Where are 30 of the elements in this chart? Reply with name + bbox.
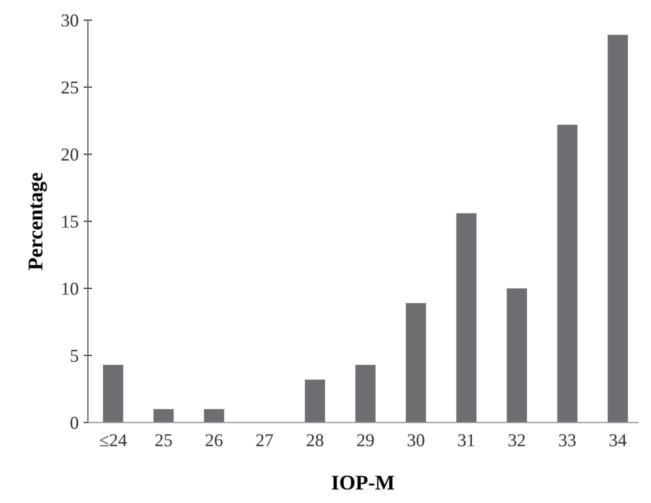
x-tick-label: 32 [508,434,525,446]
x-tick-label: 34 [610,434,627,446]
y-tick-label: 15 [62,216,78,228]
y-tick-label: 25 [62,81,78,94]
y-tick-label: 20 [62,148,78,161]
x-tick-label: 26 [206,434,223,446]
x-tick-label: 28 [306,434,324,446]
y-tick-label: 10 [62,282,78,295]
y-tick-label: 0 [70,416,78,429]
x-axis-title: IOP-M [332,476,394,490]
x-tick-label: ≤24 [100,434,127,446]
x-tick-label: 31 [458,434,474,446]
x-tick-label: 30 [408,434,424,446]
y-axis-title: Percentage [28,172,47,270]
bar [456,213,476,423]
y-tick-label: 30 [62,14,78,27]
y-tick-label: 5 [70,350,78,362]
bar [103,364,124,423]
bar [608,34,628,423]
bar [153,409,174,423]
bar [506,288,527,423]
x-tick-label: 27 [256,434,274,446]
x-tick-label: 25 [155,434,172,446]
bar [304,380,326,423]
bar [204,409,224,423]
bar [557,124,578,423]
x-tick-label: 33 [559,434,576,446]
bar [355,364,376,423]
x-tick-label: 29 [357,434,374,446]
bar [406,303,426,423]
